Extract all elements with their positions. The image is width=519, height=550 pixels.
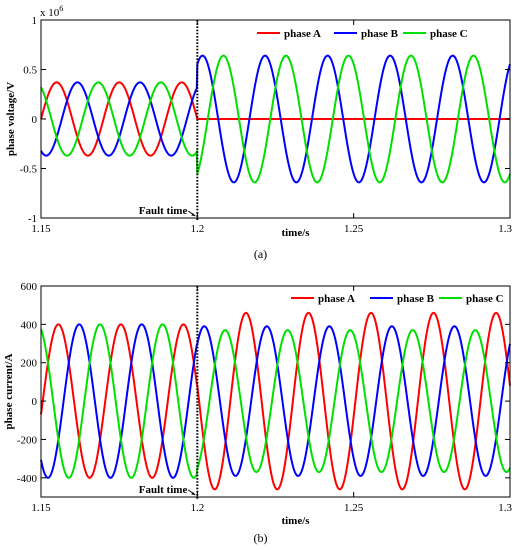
y-tick-label: 400 bbox=[21, 319, 38, 331]
series-line-phase-b bbox=[40, 323, 511, 479]
x-tick-label: 1.15 bbox=[31, 502, 51, 514]
legend-label: phase B bbox=[361, 28, 399, 40]
x-tick-label: 1.2 bbox=[190, 502, 204, 514]
fault-time-arrowhead bbox=[191, 213, 196, 216]
legend-label: phase B bbox=[397, 293, 435, 305]
x-tick-label: 1.15 bbox=[31, 223, 51, 235]
x-axis-label: time/s bbox=[281, 227, 310, 239]
chart-b: 1.15 1.2 1.25 1.3 -400 -200 0 200 400 600 Fault ti… bbox=[3, 281, 513, 545]
y-tick-label: 0 bbox=[32, 396, 38, 408]
fault-time-label: Fault time bbox=[139, 484, 188, 496]
y-tick-label: 0.5 bbox=[23, 65, 37, 77]
x-tick-label: 1.25 bbox=[344, 502, 364, 514]
x-axis-label: time/s bbox=[281, 515, 310, 527]
y-tick-label: -200 bbox=[17, 434, 38, 446]
series-line-phase-a bbox=[40, 81, 510, 157]
fault-time-arrowhead bbox=[191, 492, 196, 495]
plot-frame bbox=[40, 285, 511, 498]
y-tick-label: 200 bbox=[21, 358, 38, 370]
legend-label: phase C bbox=[430, 28, 468, 40]
x-tick-label: 1.3 bbox=[498, 223, 512, 235]
series-line-phase-a bbox=[40, 311, 511, 491]
y-axis-label: phase voltage/V bbox=[5, 82, 17, 156]
legend-label: phase C bbox=[466, 293, 504, 305]
fault-time-label: Fault time bbox=[139, 205, 188, 217]
y-exponent-label: x 106 bbox=[40, 4, 63, 19]
y-tick-label: -1 bbox=[28, 213, 37, 225]
y-tick-label: 600 bbox=[21, 281, 38, 293]
y-tick-label: -400 bbox=[17, 473, 38, 485]
chart-caption: (b) bbox=[254, 531, 268, 545]
x-tick-label: 1.2 bbox=[190, 223, 204, 235]
x-tick-label: 1.3 bbox=[498, 502, 512, 514]
legend-label: phase A bbox=[284, 28, 321, 40]
series-line-phase-c bbox=[40, 323, 511, 479]
y-tick-label: 1 bbox=[32, 15, 38, 27]
y-tick-label: 0 bbox=[32, 114, 38, 126]
y-tick-label: -0.5 bbox=[20, 164, 38, 176]
chart-caption: (a) bbox=[254, 247, 267, 261]
y-axis-label: phase current/A bbox=[3, 354, 15, 430]
legend-label: phase A bbox=[318, 293, 355, 305]
chart-a: 1.15 1.2 1.25 1.3 -1 -0.5 0 0.5 1x 106 Fault time… bbox=[5, 4, 513, 261]
x-tick-label: 1.25 bbox=[344, 223, 364, 235]
series-line-phase-c bbox=[40, 54, 511, 184]
